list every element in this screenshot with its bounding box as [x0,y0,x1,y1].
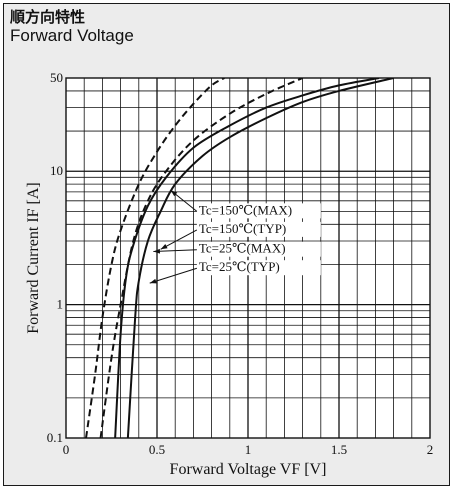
y-tick-label: 0.1 [47,430,63,445]
annotation-leader [153,249,197,253]
y-tick-label: 50 [50,70,63,85]
annotation-arrowhead [149,278,157,284]
annotation-arrowhead [160,244,168,250]
chart-title: Forward Voltage [10,26,134,45]
series-line-3 [114,78,380,438]
annotation-leader [149,267,198,284]
series-line-1 [85,78,225,438]
annotation-background [196,260,321,276]
plot-frame [65,77,431,439]
chart-title-jp: 順方向特性 [10,8,86,26]
y-tick-label: 1 [57,297,64,312]
annotation-label: Tc=25℃(MAX) [199,241,286,256]
annotation-leader [160,229,198,250]
x-tick-label: 2 [427,442,434,457]
annotation-background [196,221,321,237]
annotation-label: Tc=150℃(TYP) [199,221,286,236]
x-tick-label: 1.5 [331,442,347,457]
y-axis-label: Forward Current IF [A] [25,182,42,334]
annotation-background [196,203,321,219]
annotation-arrowhead [153,248,161,254]
annotation-arrowhead [170,190,178,197]
x-axis-label: Forward Voltage VF [V] [170,461,327,478]
x-tick-label: 1 [245,442,252,457]
x-tick-label: 0 [63,442,70,457]
x-tick-label: 0.5 [149,442,165,457]
annotation-label: Tc=25℃(TYP) [199,259,280,274]
annotation-background [196,241,321,257]
annotation-label: Tc=150℃(MAX) [199,202,292,217]
series-line-2 [99,78,304,438]
series-line-4 [126,78,394,438]
y-tick-label: 10 [50,163,63,178]
